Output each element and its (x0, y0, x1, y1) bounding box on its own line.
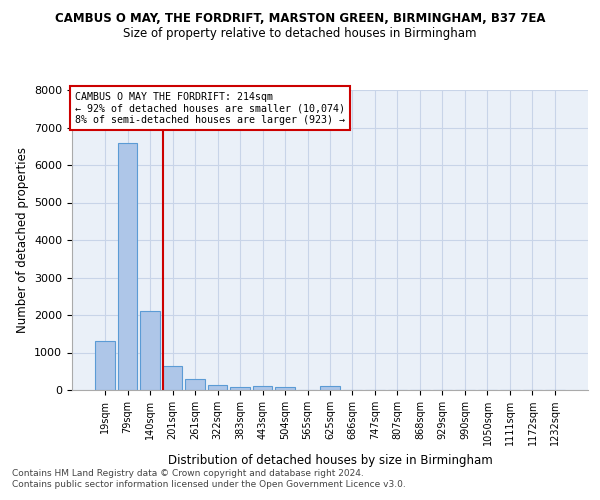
Bar (253, 386, 272, 390)
Bar (95, 341, 115, 390)
Text: CAMBUS O MAY, THE FORDRIFT, MARSTON GREEN, BIRMINGHAM, B37 7EA: CAMBUS O MAY, THE FORDRIFT, MARSTON GREE… (55, 12, 545, 26)
Text: Contains public sector information licensed under the Open Government Licence v3: Contains public sector information licen… (12, 480, 406, 489)
Text: CAMBUS O MAY THE FORDRIFT: 214sqm
← 92% of detached houses are smaller (10,074)
: CAMBUS O MAY THE FORDRIFT: 214sqm ← 92% … (74, 92, 344, 124)
Y-axis label: Number of detached properties: Number of detached properties (16, 147, 29, 333)
Bar (185, 379, 205, 390)
Text: Contains HM Land Registry data © Crown copyright and database right 2024.: Contains HM Land Registry data © Crown c… (12, 468, 364, 477)
Bar (163, 366, 182, 390)
Bar (118, 142, 137, 390)
Bar (320, 386, 340, 390)
Bar (140, 311, 160, 390)
Bar (230, 386, 250, 390)
X-axis label: Distribution of detached houses by size in Birmingham: Distribution of detached houses by size … (167, 454, 493, 466)
Bar (275, 387, 295, 390)
Text: Size of property relative to detached houses in Birmingham: Size of property relative to detached ho… (123, 28, 477, 40)
Bar (208, 385, 227, 390)
